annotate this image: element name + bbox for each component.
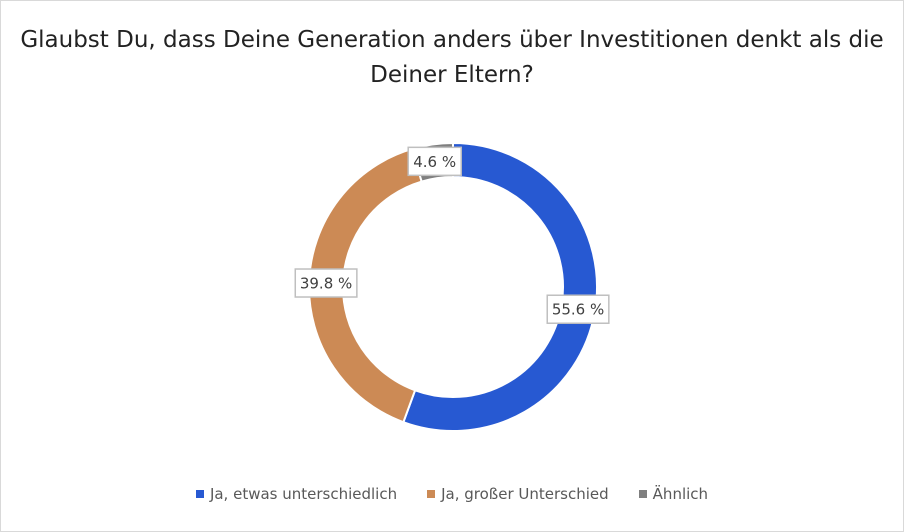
legend-swatch	[638, 490, 647, 498]
donut-slice	[308, 147, 423, 424]
data-label: 55.6 %	[546, 294, 610, 324]
data-label-text: 4.6 %	[413, 153, 456, 171]
data-label-text: 55.6 %	[552, 301, 604, 319]
legend-label: Ja, großer Unterschied	[441, 485, 609, 503]
data-label-box	[546, 294, 610, 324]
data-label: 39.8 %	[294, 268, 358, 298]
legend-item-etwas: Ja, etwas unterschiedlich	[195, 485, 398, 503]
legend: Ja, etwas unterschiedlich Ja, großer Unt…	[1, 485, 903, 503]
donut-slice	[402, 141, 598, 432]
chart-title: Glaubst Du, dass Deine Generation anders…	[20, 27, 884, 88]
data-label: 4.6 %	[407, 146, 462, 177]
legend-swatch	[195, 490, 204, 498]
legend-label: Ja, etwas unterschiedlich	[209, 485, 398, 503]
data-label-box	[407, 146, 462, 177]
data-label-box	[294, 268, 358, 298]
legend-label: Ähnlich	[652, 485, 709, 503]
legend-swatch	[427, 490, 436, 498]
data-label-text: 39.8 %	[300, 275, 352, 293]
legend-item-aehnlich: Ähnlich	[638, 485, 709, 503]
legend-item-gross: Ja, großer Unterschied	[427, 485, 609, 503]
